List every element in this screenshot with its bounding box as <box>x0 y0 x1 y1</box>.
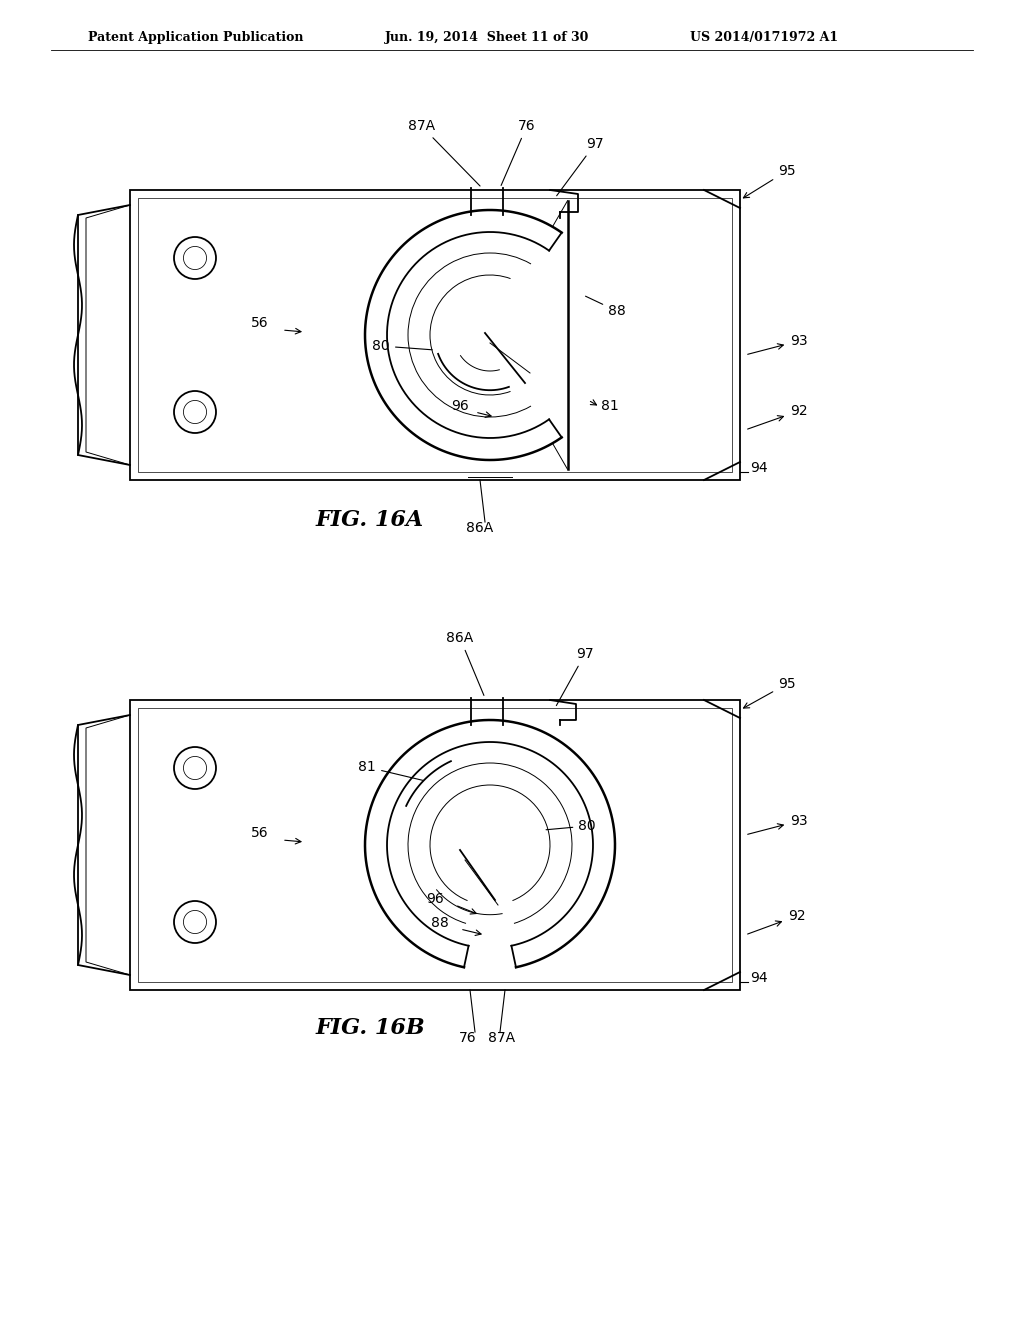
Text: 97: 97 <box>556 647 594 706</box>
Text: 93: 93 <box>748 814 808 834</box>
Text: 92: 92 <box>748 404 808 429</box>
Text: 95: 95 <box>743 677 796 708</box>
Text: 95: 95 <box>743 164 796 198</box>
Text: 81: 81 <box>358 760 424 780</box>
Text: 96: 96 <box>426 892 443 906</box>
Text: 86A: 86A <box>446 631 484 696</box>
Text: 80: 80 <box>546 818 596 833</box>
Text: 94: 94 <box>750 461 768 475</box>
Text: Patent Application Publication: Patent Application Publication <box>88 30 303 44</box>
Text: 94: 94 <box>750 972 768 985</box>
Text: 76: 76 <box>459 1031 477 1045</box>
Text: 56: 56 <box>251 315 269 330</box>
Text: 81: 81 <box>601 399 618 413</box>
Text: US 2014/0171972 A1: US 2014/0171972 A1 <box>690 30 838 44</box>
Text: FIG. 16B: FIG. 16B <box>315 1016 425 1039</box>
Text: 88: 88 <box>586 296 626 318</box>
Text: 93: 93 <box>748 334 808 354</box>
Text: 96: 96 <box>452 399 469 413</box>
Text: FIG. 16A: FIG. 16A <box>316 510 424 531</box>
Text: 88: 88 <box>431 916 449 931</box>
Text: Jun. 19, 2014  Sheet 11 of 30: Jun. 19, 2014 Sheet 11 of 30 <box>385 30 590 44</box>
Text: 56: 56 <box>251 826 269 840</box>
Text: 87A: 87A <box>408 119 480 186</box>
Text: 86A: 86A <box>466 521 494 535</box>
Text: 76: 76 <box>501 119 536 185</box>
Text: 87A: 87A <box>488 1031 515 1045</box>
Text: 80: 80 <box>373 339 432 352</box>
Text: 92: 92 <box>748 909 806 935</box>
Text: 97: 97 <box>557 137 604 195</box>
